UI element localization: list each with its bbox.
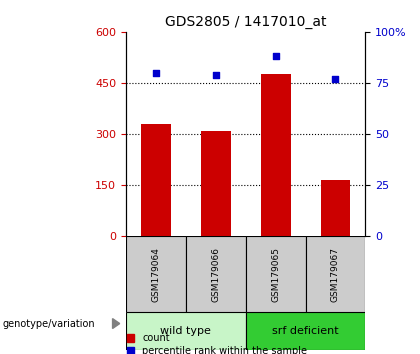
Point: [152, 70, 159, 76]
Point: [332, 76, 339, 82]
Bar: [306, 236, 365, 313]
Bar: [320, 180, 350, 236]
Text: genotype/variation: genotype/variation: [2, 319, 95, 329]
Bar: [141, 124, 171, 236]
Bar: [201, 131, 231, 236]
Point: [213, 72, 219, 78]
Polygon shape: [113, 319, 120, 329]
Bar: [246, 236, 306, 313]
Text: wild type: wild type: [160, 326, 211, 336]
Text: GSM179067: GSM179067: [331, 247, 340, 302]
Bar: [126, 236, 186, 313]
Legend: count, percentile rank within the sample: count, percentile rank within the sample: [127, 333, 307, 354]
Text: srf deficient: srf deficient: [272, 326, 339, 336]
Text: GSM179065: GSM179065: [271, 247, 280, 302]
Point: [272, 53, 279, 59]
Bar: [126, 313, 246, 350]
Title: GDS2805 / 1417010_at: GDS2805 / 1417010_at: [165, 16, 326, 29]
Bar: [246, 313, 365, 350]
Bar: [186, 236, 246, 313]
Text: GSM179066: GSM179066: [211, 247, 220, 302]
Bar: [261, 74, 291, 236]
Text: GSM179064: GSM179064: [152, 247, 160, 302]
